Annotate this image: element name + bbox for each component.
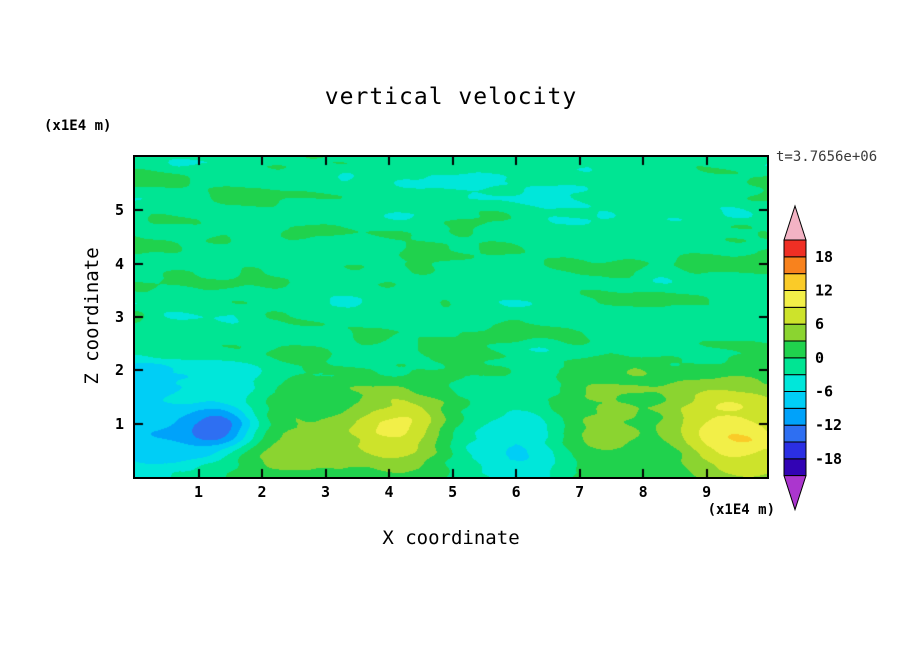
colorbar-cell (783, 306, 807, 325)
colorbar-label: -18 (815, 450, 842, 468)
colorbar-cell (783, 323, 807, 342)
x-tick-label: 6 (511, 483, 521, 501)
colorbar-cell (783, 273, 807, 291)
time-annotation: t=3.7656e+06 (776, 149, 878, 165)
colorbar-label: 0 (815, 349, 824, 367)
colorbar-cell (783, 441, 807, 460)
colorbar-cell (783, 290, 807, 308)
colorbar-cell (783, 374, 807, 392)
colorbar-label: -12 (815, 416, 842, 434)
x-tick-label: 3 (321, 483, 331, 501)
x-axis-label: X coordinate (382, 527, 520, 549)
colorbar-label: -6 (815, 383, 833, 401)
y-tick-label: 1 (114, 414, 124, 433)
colorbar-label: 6 (815, 315, 824, 333)
x-axis-units: (x1E4 m) (707, 502, 775, 518)
colorbar-cell (783, 458, 807, 477)
colorbar-cell (783, 424, 807, 443)
x-tick-label: 7 (575, 483, 585, 501)
colorbar-over-arrow (783, 204, 807, 241)
colorbar: 18 12 6 0 -6 -12 -18 (783, 204, 842, 512)
y-tick-label: 5 (114, 201, 124, 220)
colorbar-label: 12 (815, 282, 833, 300)
colorbar-cell (783, 340, 807, 359)
contour-field-canvas (135, 157, 767, 477)
colorbar-cell (783, 256, 807, 275)
y-axis-units: (x1E4 m) (44, 118, 112, 134)
chart-title: vertical velocity (324, 84, 578, 110)
colorbar-cell (783, 407, 807, 426)
y-tick-label: 4 (114, 254, 124, 273)
colorbar-cell (783, 391, 807, 409)
colorbar-label: 18 (815, 248, 833, 266)
x-tick-label: 5 (448, 483, 458, 501)
y-tick-label: 3 (114, 308, 124, 326)
x-tick-label: 4 (384, 483, 394, 501)
x-tick-label: 1 (194, 483, 204, 501)
colorbar-cell (783, 357, 807, 376)
colorbar-cell (783, 239, 807, 258)
x-tick-label: 2 (257, 483, 267, 501)
y-tick-label: 2 (114, 361, 124, 380)
x-tick-label: 9 (702, 483, 712, 501)
plot-area (133, 155, 769, 479)
colorbar-under-arrow (783, 475, 807, 512)
x-tick-label: 8 (638, 483, 648, 501)
